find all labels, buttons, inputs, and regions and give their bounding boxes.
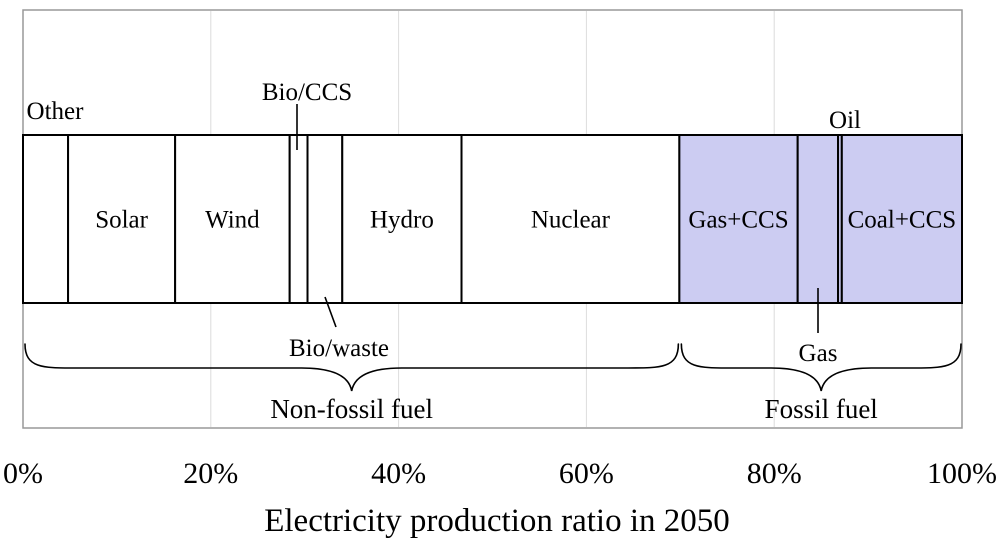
segment-label-hydro: Hydro: [370, 207, 434, 234]
segment-label-nuclear: Nuclear: [531, 207, 611, 234]
segment-label-gas: Gas: [799, 340, 838, 367]
segment-label-solar: Solar: [95, 207, 148, 234]
bar-segment-wind: [174, 134, 291, 304]
chart-title: Electricity production ratio in 2050: [264, 503, 730, 539]
x-tick-label-60-: 60%: [559, 457, 614, 490]
bar-segment-other: [22, 134, 70, 304]
bar-segment-bio-ccs: [288, 134, 309, 304]
x-tick-label-0-: 0%: [3, 457, 43, 490]
bar-segment-nuclear: [460, 134, 681, 304]
x-tick-label-80-: 80%: [747, 457, 802, 490]
brace-label-non-fossil: Non-fossil fuel: [270, 394, 433, 424]
brace-fossil: [680, 343, 962, 392]
segment-label-bio-ccs: Bio/CCS: [262, 79, 352, 106]
segment-label-other: Other: [27, 98, 85, 125]
segment-label-coal-ccs: Coal+CCS: [848, 207, 957, 234]
brace-non-fossil: [24, 343, 680, 392]
bar-segment-gas: [796, 134, 840, 304]
segment-label-bio-waste: Bio/waste: [289, 335, 389, 362]
x-tick-label-20-: 20%: [183, 457, 238, 490]
segment-label-gas-ccs: Gas+CCS: [688, 207, 788, 234]
brace-label-fossil: Fossil fuel: [765, 394, 878, 424]
bar-segment-coal-ccs: [840, 134, 963, 304]
x-tick-label-100-: 100%: [927, 457, 997, 490]
segment-label-wind: Wind: [205, 207, 260, 234]
bar-segment-hydro: [341, 134, 463, 304]
bar-segment-gas-ccs: [678, 134, 799, 304]
x-tick-label-40-: 40%: [371, 457, 426, 490]
bar-segment-bio-waste: [306, 134, 344, 304]
segment-label-oil: Oil: [829, 107, 861, 134]
callout-line-bio-waste: [324, 296, 337, 328]
bar-segment-solar: [67, 134, 177, 304]
